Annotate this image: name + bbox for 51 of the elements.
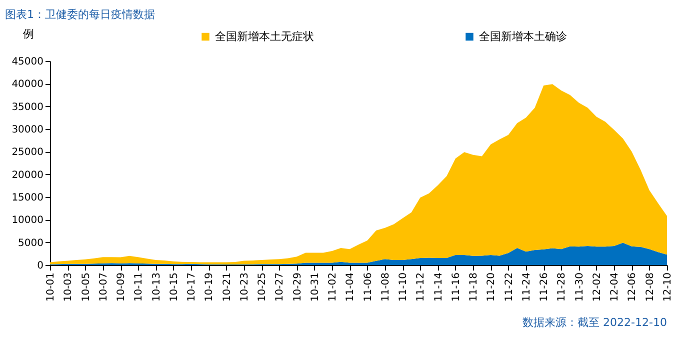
x-tick-label: 10-07 (98, 272, 110, 302)
x-tick-label: 12-08 (644, 272, 656, 302)
x-tick-label: 11-20 (486, 272, 498, 302)
y-tick-label: 5000 (18, 238, 44, 249)
x-tick-label: 11-06 (362, 272, 374, 302)
x-tick-label: 11-22 (504, 272, 515, 302)
legend-label: 全国新增本土确诊 (479, 30, 567, 43)
y-tick-label: 20000 (12, 170, 44, 181)
x-tick-label: 11-02 (328, 272, 339, 302)
x-tick-label: 10-31 (310, 272, 321, 302)
y-tick-label: 30000 (12, 124, 44, 136)
y-tick-label: 25000 (12, 147, 44, 158)
x-tick-label: 10-11 (134, 272, 145, 302)
x-tick-label: 11-16 (450, 272, 462, 302)
x-tick-label: 10-29 (292, 272, 304, 302)
x-tick-label: 12-10 (662, 272, 674, 302)
x-tick-label: 11-14 (433, 272, 444, 302)
x-tick-label: 12-04 (610, 272, 621, 302)
chart-title: 图表1：卫健委的每日疫情数据 (5, 8, 155, 21)
x-tick-label: 10-21 (222, 272, 233, 302)
x-tick-label: 10-23 (239, 272, 250, 302)
x-tick-label: 10-15 (168, 272, 180, 302)
x-tick-label: 10-01 (46, 272, 56, 302)
x-tick-label: 11-24 (521, 272, 532, 302)
y-tick-label: 0 (37, 260, 44, 272)
x-tick-label: 10-13 (151, 272, 162, 302)
x-tick-label: 10-03 (63, 272, 74, 302)
source-note: 数据来源：截至 2022-12-10 (522, 316, 667, 329)
x-tick-label: 11-26 (539, 272, 550, 302)
x-tick-label: 11-04 (345, 272, 356, 302)
x-tick-label: 11-28 (556, 272, 568, 302)
x-tick-label: 12-06 (627, 272, 638, 302)
x-tick-label: 11-18 (468, 272, 480, 302)
x-tick-label: 10-27 (274, 272, 286, 302)
x-tick-label: 10-05 (80, 272, 92, 302)
x-tick-label: 10-19 (204, 272, 216, 302)
y-tick-label: 10000 (12, 215, 44, 226)
x-tick-label: 12-02 (592, 272, 603, 302)
x-tick-label: 11-10 (398, 272, 410, 302)
x-tick-label: 11-30 (574, 272, 586, 302)
y-tick-label: 15000 (12, 192, 44, 204)
x-tick-label: 10-09 (116, 272, 128, 302)
y-tick-label: 45000 (12, 56, 44, 68)
x-tick-label: 11-12 (416, 272, 427, 302)
x-tick-label: 11-08 (380, 272, 392, 302)
x-tick-label: 10-25 (257, 272, 268, 302)
y-tick-label: 40000 (12, 79, 44, 90)
y-tick-label: 35000 (12, 102, 44, 113)
y-axis-title: 例 (23, 28, 34, 40)
legend-label: 全国新增本土无症状 (215, 30, 314, 43)
x-tick-label: 10-17 (186, 272, 198, 302)
